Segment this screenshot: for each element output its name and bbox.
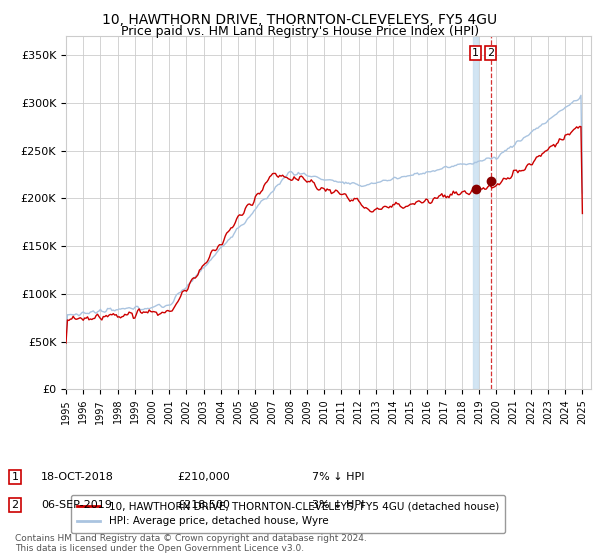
Text: 10, HAWTHORN DRIVE, THORNTON-CLEVELEYS, FY5 4GU: 10, HAWTHORN DRIVE, THORNTON-CLEVELEYS, … — [103, 13, 497, 27]
Text: 1: 1 — [472, 48, 479, 58]
Legend: 10, HAWTHORN DRIVE, THORNTON-CLEVELEYS, FY5 4GU (detached house), HPI: Average p: 10, HAWTHORN DRIVE, THORNTON-CLEVELEYS, … — [71, 495, 505, 533]
Text: 2: 2 — [487, 48, 494, 58]
Text: £210,000: £210,000 — [177, 472, 230, 482]
Text: £218,500: £218,500 — [177, 500, 230, 510]
Text: 7% ↓ HPI: 7% ↓ HPI — [312, 472, 365, 482]
Text: Contains HM Land Registry data © Crown copyright and database right 2024.
This d: Contains HM Land Registry data © Crown c… — [15, 534, 367, 553]
Text: Price paid vs. HM Land Registry's House Price Index (HPI): Price paid vs. HM Land Registry's House … — [121, 25, 479, 38]
Text: 3% ↓ HPI: 3% ↓ HPI — [312, 500, 364, 510]
Text: 06-SEP-2019: 06-SEP-2019 — [41, 500, 112, 510]
Text: 1: 1 — [11, 472, 19, 482]
Bar — [473, 36, 478, 389]
Text: 18-OCT-2018: 18-OCT-2018 — [41, 472, 113, 482]
Text: 2: 2 — [11, 500, 19, 510]
